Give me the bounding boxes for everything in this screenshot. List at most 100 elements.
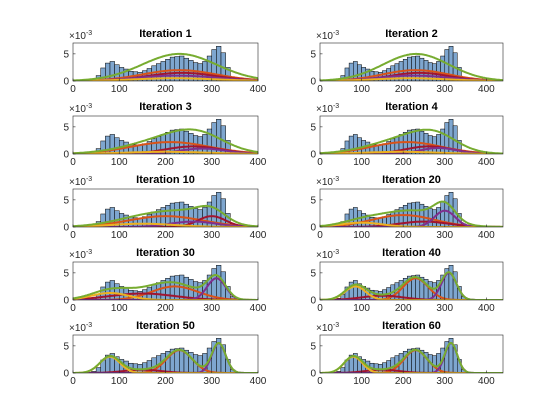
x-tick-label: 100 [111, 230, 128, 241]
exponent-power: -3 [86, 249, 92, 256]
x-tick-label: 100 [111, 84, 128, 95]
exponent-power: -3 [333, 322, 339, 329]
x-tick-label: 400 [250, 84, 267, 95]
x-tick-label: 200 [157, 84, 174, 95]
y-tick-label: 0 [310, 296, 316, 307]
title: Iteration 3 [139, 101, 192, 113]
exponent-power: -3 [86, 103, 92, 110]
x-tick-label: 400 [478, 303, 495, 314]
y-tick-label: 0 [63, 369, 69, 380]
axes-box [319, 115, 504, 155]
mixture-curve [73, 52, 258, 81]
x-tick-label: 0 [317, 157, 323, 168]
component-curve [73, 215, 258, 227]
histogram-bar [457, 140, 462, 154]
mixture-curve [320, 52, 503, 81]
subplot: 0 100 200 300 400 0 5×10-3 Iteration 20 [310, 174, 504, 241]
exponent-power: -3 [86, 30, 92, 37]
plot-area [320, 46, 503, 81]
histogram-bar [109, 280, 115, 300]
y-tick-label: 5 [310, 195, 316, 206]
axes-box [319, 42, 504, 82]
subplot: 0 100 200 300 400 0 5×10-3 Iteration 1 [63, 28, 266, 95]
exponent-base: ×10 [69, 250, 86, 261]
x-tick-label: 300 [203, 376, 220, 387]
histogram-bar [448, 265, 454, 300]
component-curve [73, 77, 258, 81]
histogram-bar [357, 137, 362, 154]
x-tick-label: 300 [203, 230, 220, 241]
x-tick-label: 200 [395, 303, 412, 314]
exponent-base: ×10 [316, 177, 333, 188]
x-tick-label: 0 [70, 84, 76, 95]
y-exponent: ×10-3 [69, 30, 92, 42]
x-tick-label: 100 [111, 376, 128, 387]
histogram-bar [402, 132, 408, 154]
x-tick-label: 100 [111, 157, 128, 168]
y-exponent: ×10-3 [316, 176, 339, 188]
histogram-bar [436, 207, 441, 227]
x-tick-label: 100 [353, 157, 370, 168]
y-tick-label: 5 [63, 122, 69, 133]
x-tick-label: 0 [70, 376, 76, 387]
y-exponent: ×10-3 [69, 322, 92, 334]
mixture-curve [320, 128, 503, 154]
x-tick-label: 0 [70, 230, 76, 241]
y-exponent: ×10-3 [316, 249, 339, 261]
x-tick-label: 400 [250, 303, 267, 314]
exponent-base: ×10 [316, 323, 333, 334]
histogram-bar [114, 283, 120, 300]
x-tick-label: 100 [353, 84, 370, 95]
exponent-power: -3 [333, 30, 339, 37]
x-tick-label: 100 [353, 376, 370, 387]
subplot: 0 100 200 300 400 0 5×10-3 Iteration 60 [310, 320, 504, 387]
exponent-power: -3 [333, 103, 339, 110]
histogram-bar [179, 55, 185, 81]
title: Iteration 1 [139, 28, 192, 40]
x-tick-label: 200 [395, 84, 412, 95]
exponent-power: -3 [333, 249, 339, 256]
x-tick-label: 200 [157, 230, 174, 241]
component-curve [73, 349, 258, 373]
x-tick-label: 300 [203, 303, 220, 314]
exponent-base: ×10 [316, 250, 333, 261]
exponent-base: ×10 [69, 323, 86, 334]
histogram-bar [419, 203, 425, 227]
component-curve [320, 294, 503, 300]
x-tick-label: 400 [478, 376, 495, 387]
x-tick-label: 300 [436, 303, 453, 314]
x-tick-label: 200 [157, 157, 174, 168]
x-tick-label: 200 [395, 230, 412, 241]
component-curve [320, 285, 503, 300]
subplot: 0 100 200 300 400 0 5×10-3 Iteration 10 [63, 174, 266, 241]
histogram-bar [156, 282, 162, 300]
mixture-curve [73, 342, 258, 373]
x-tick-label: 200 [395, 376, 412, 387]
histogram-bar [211, 268, 217, 300]
x-tick-label: 200 [157, 376, 174, 387]
histogram-bar [225, 140, 231, 154]
x-tick-label: 100 [353, 230, 370, 241]
subplot: 0 100 200 300 400 0 5×10-3 Iteration 3 [63, 101, 266, 168]
exponent-base: ×10 [316, 31, 333, 42]
subplot: 0 100 200 300 400 0 5×10-3 Iteration 4 [310, 101, 504, 168]
x-tick-label: 100 [353, 303, 370, 314]
mixture-curve [320, 200, 503, 227]
y-exponent: ×10-3 [69, 103, 92, 115]
x-tick-label: 400 [250, 157, 267, 168]
y-exponent: ×10-3 [316, 30, 339, 42]
x-tick-label: 400 [250, 230, 267, 241]
title: Iteration 50 [136, 320, 195, 332]
exponent-power: -3 [86, 176, 92, 183]
component-curve [320, 150, 503, 154]
histogram-bar [436, 134, 441, 154]
mixture-curve [73, 273, 258, 300]
x-tick-label: 300 [436, 230, 453, 241]
histogram-bar [165, 132, 171, 154]
y-tick-label: 5 [63, 341, 69, 352]
subplot: 0 100 200 300 400 0 5×10-3 Iteration 2 [310, 28, 504, 95]
histogram-bar [128, 216, 134, 227]
y-tick-label: 0 [310, 77, 316, 88]
exponent-base: ×10 [316, 104, 333, 115]
